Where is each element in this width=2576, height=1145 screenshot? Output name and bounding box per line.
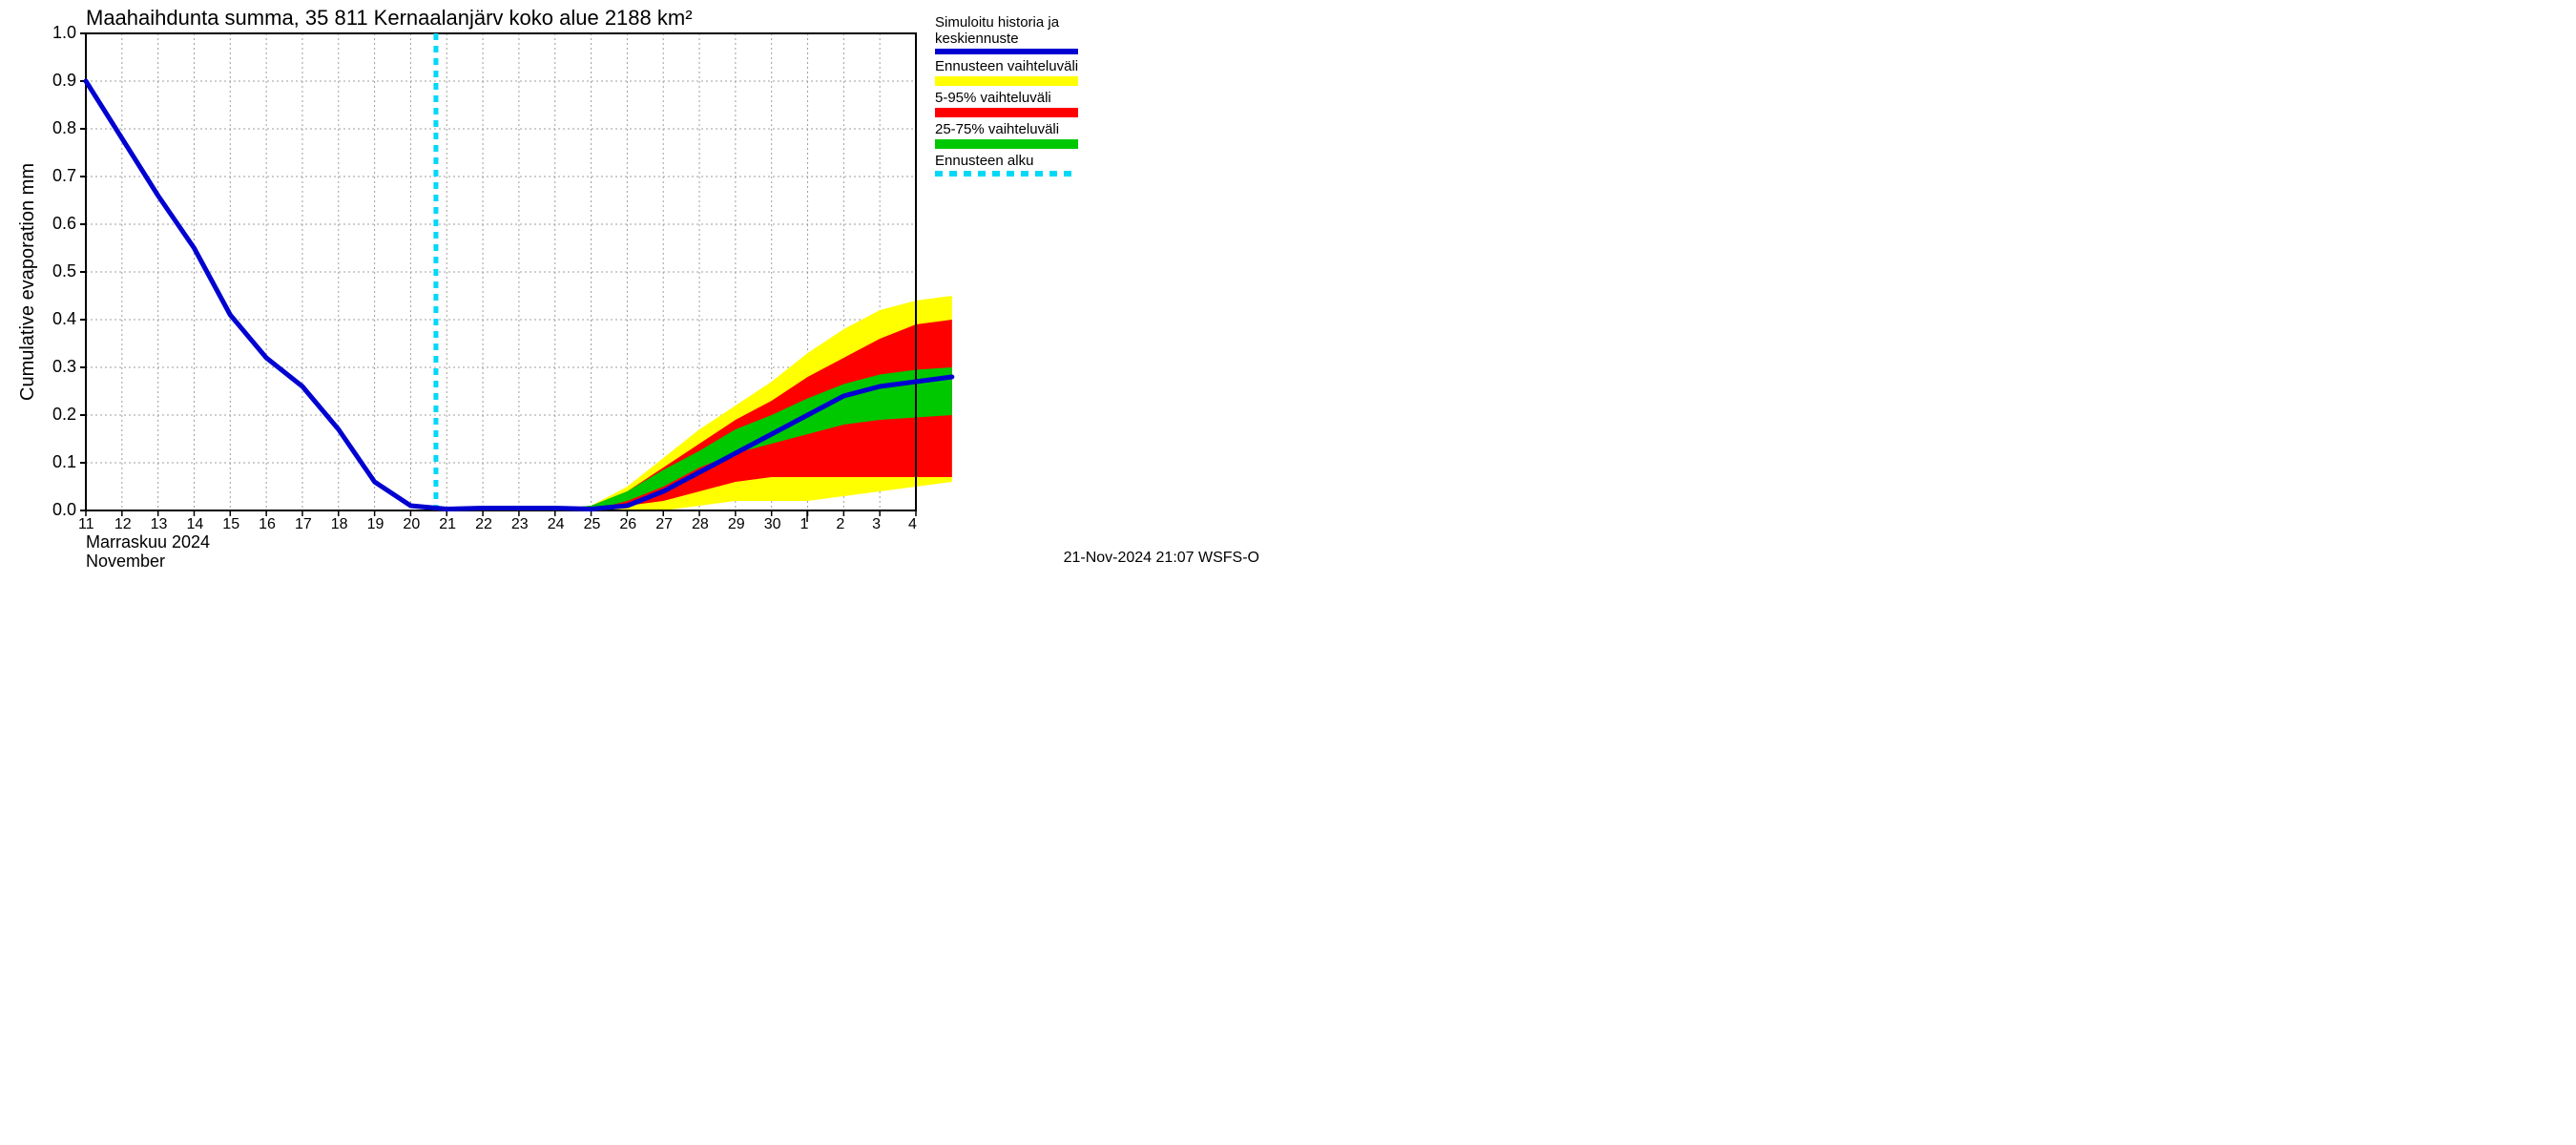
ytick-label: 0.4	[52, 309, 76, 329]
xtick-label: 15	[222, 516, 239, 533]
legend-item: Ennusteen vaihteluväli	[935, 58, 1078, 86]
ytick-label: 0.3	[52, 357, 76, 377]
xtick-label: 4	[908, 516, 917, 533]
xtick-label: 19	[367, 516, 384, 533]
chart-svg	[0, 0, 1288, 572]
xtick-label: 18	[331, 516, 348, 533]
legend-item: 25-75% vaihteluväli	[935, 121, 1078, 149]
ytick-label: 0.7	[52, 166, 76, 186]
xtick-label: 17	[295, 516, 312, 533]
xtick-label: 14	[186, 516, 203, 533]
chart-container: Maahaihdunta summa, 35 811 Kernaalanjärv…	[0, 0, 1288, 572]
xtick-label: 23	[511, 516, 529, 533]
legend-item: Ennusteen alku	[935, 153, 1078, 177]
ytick-label: 0.9	[52, 71, 76, 91]
legend-label: Simuloitu historia ja	[935, 14, 1078, 31]
footer-timestamp: 21-Nov-2024 21:07 WSFS-O	[1064, 550, 1259, 567]
legend-item: 5-95% vaihteluväli	[935, 90, 1078, 117]
xtick-label: 26	[619, 516, 636, 533]
ytick-label: 0.6	[52, 214, 76, 234]
xtick-label: 11	[78, 516, 94, 533]
ytick-label: 0.2	[52, 405, 76, 425]
xtick-label: 13	[151, 516, 168, 533]
month-label-2: November	[86, 552, 165, 572]
legend-swatch	[935, 108, 1078, 117]
ytick-label: 0.1	[52, 452, 76, 472]
month-label-1: Marraskuu 2024	[86, 532, 210, 552]
xtick-label: 30	[764, 516, 781, 533]
legend-swatch	[935, 139, 1078, 149]
legend-label: 5-95% vaihteluväli	[935, 90, 1078, 106]
xtick-label: 27	[655, 516, 673, 533]
xtick-label: 21	[439, 516, 456, 533]
legend: Simuloitu historia jakeskiennuste Ennuste…	[935, 14, 1078, 180]
legend-item: Simuloitu historia jakeskiennuste	[935, 14, 1078, 54]
xtick-label: 24	[548, 516, 565, 533]
xtick-label: 16	[259, 516, 276, 533]
xtick-label: 22	[475, 516, 492, 533]
xtick-label: 20	[403, 516, 420, 533]
legend-swatch	[935, 171, 1078, 177]
xtick-label: 3	[872, 516, 881, 533]
ytick-label: 0.8	[52, 118, 76, 138]
xtick-label: 28	[692, 516, 709, 533]
xtick-label: 2	[836, 516, 844, 533]
xtick-label: 25	[584, 516, 601, 533]
xtick-label: 29	[728, 516, 745, 533]
legend-swatch	[935, 76, 1078, 86]
ytick-label: 1.0	[52, 23, 76, 43]
legend-label: keskiennuste	[935, 31, 1078, 47]
legend-label: Ennusteen alku	[935, 153, 1078, 169]
legend-label: 25-75% vaihteluväli	[935, 121, 1078, 137]
ytick-label: 0.0	[52, 500, 76, 520]
xtick-label: 1	[800, 516, 809, 533]
legend-label: Ennusteen vaihteluväli	[935, 58, 1078, 74]
legend-swatch	[935, 49, 1078, 54]
ytick-label: 0.5	[52, 261, 76, 281]
xtick-label: 12	[114, 516, 132, 533]
